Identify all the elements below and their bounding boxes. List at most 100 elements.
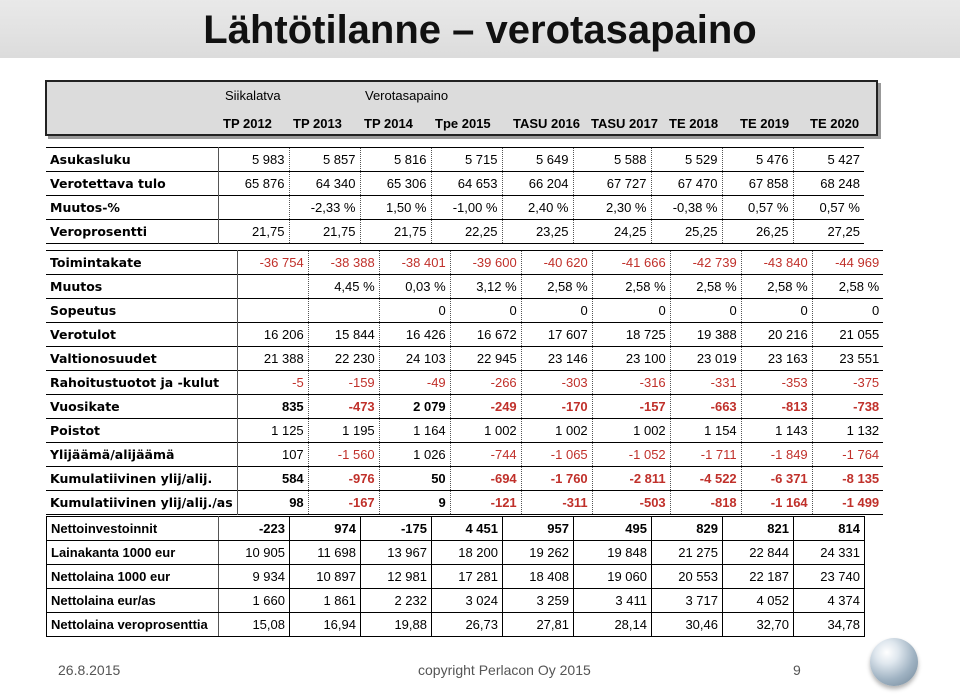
cell-value: 9 — [378, 490, 451, 515]
cell-value: 1 002 — [591, 418, 671, 443]
cell-value: 11 698 — [289, 540, 361, 565]
cell-value: -1 560 — [307, 442, 380, 467]
cell-value: -159 — [307, 370, 380, 395]
row-label: Poistot — [50, 423, 101, 438]
cell-value: 2,58 % — [669, 274, 742, 299]
cell-value: -1 711 — [669, 442, 742, 467]
cell-value: -249 — [449, 394, 522, 419]
cell-value: 4 451 — [431, 516, 503, 541]
cell-value: 5 476 — [721, 147, 793, 172]
cell-value: 27,81 — [502, 612, 574, 637]
table-header: Siikalatva Verotasapaino TP 2012 TP 2013… — [45, 80, 878, 136]
cell-value: 2,40 % — [501, 195, 573, 220]
cell-value: 18 725 — [591, 322, 671, 347]
cell-value: 495 — [573, 516, 652, 541]
footer-page-number: 9 — [793, 662, 801, 678]
row-label: Nettolaina eur/as — [46, 588, 219, 613]
row-label: Veroprosentti — [50, 224, 147, 239]
cell-value: 22,25 — [430, 219, 502, 244]
cell-value: -331 — [669, 370, 742, 395]
cell-value: 20 216 — [740, 322, 813, 347]
table-row: Poistot 1 125 1 195 1 164 1 002 1 002 1 002 1 1… — [46, 418, 884, 443]
row-label: Asukasluku — [50, 152, 131, 167]
cell-value: 15 844 — [307, 322, 380, 347]
cell-value: 1 132 — [811, 418, 884, 443]
cell-value: 12 981 — [360, 564, 432, 589]
cell-value: 22 844 — [722, 540, 794, 565]
cell-value: 17 607 — [520, 322, 593, 347]
cell-value: -8 135 — [811, 466, 884, 491]
cell-value: 1 195 — [307, 418, 380, 443]
cell-value: 28,14 — [573, 612, 652, 637]
cell-value: 1 125 — [236, 418, 309, 443]
cell-value: 18 408 — [502, 564, 574, 589]
cell-value: -36 754 — [236, 250, 309, 275]
year-header: TP 2012 — [223, 116, 272, 131]
cell-value: 24 331 — [793, 540, 865, 565]
year-header: TASU 2017 — [591, 116, 658, 131]
cell-value: 18 200 — [431, 540, 503, 565]
cell-value: 50 — [378, 466, 451, 491]
cell-value: -1 164 — [740, 490, 813, 515]
row-label: Toimintakate — [50, 255, 142, 270]
cell-value: 23 019 — [669, 346, 742, 371]
table-row: Verotettava tulo 65 876 64 340 65 306 64 653… — [46, 171, 864, 196]
year-header: TP 2013 — [293, 116, 342, 131]
cell-value: 1 861 — [289, 588, 361, 613]
cell-value: 2 079 — [378, 394, 451, 419]
cell-value: 3 717 — [651, 588, 723, 613]
cell-value: -1 764 — [811, 442, 884, 467]
cell-value: -2 811 — [591, 466, 671, 491]
year-header: TASU 2016 — [513, 116, 580, 131]
cell-value: 5 816 — [359, 147, 431, 172]
cell-value: 21 388 — [236, 346, 309, 371]
cell-value: 23,25 — [501, 219, 573, 244]
cell-value: 0,57 % — [792, 195, 864, 220]
cell-value: -121 — [449, 490, 522, 515]
cell-value: 3 411 — [573, 588, 652, 613]
row-label: Sopeutus — [50, 303, 117, 318]
cell-value: 19,88 — [360, 612, 432, 637]
cell-value: -353 — [740, 370, 813, 395]
row-label: Rahoitustuotot ja -kulut — [50, 375, 220, 390]
cell-value: 4 052 — [722, 588, 794, 613]
cell-value: -44 969 — [811, 250, 884, 275]
cell-value: 2,30 % — [572, 195, 651, 220]
year-header: TE 2019 — [740, 116, 790, 131]
cell-value: 1 660 — [218, 588, 290, 613]
cell-value: -744 — [449, 442, 522, 467]
cell-value: 10 897 — [289, 564, 361, 589]
table-row: Valtionosuudet 21 388 22 230 24 103 22 945 23… — [46, 346, 884, 371]
row-label: Valtionosuudet — [50, 351, 157, 366]
cell-value: -663 — [669, 394, 742, 419]
cell-value: 21,75 — [288, 219, 360, 244]
cell-value: -4 522 — [669, 466, 742, 491]
table-row: Kumulatiivinen ylij/alij./as 98 -167 9 -121-… — [46, 490, 884, 515]
table-row: Lainakanta 1000 eur 10 905 11 698 13 967 18 … — [46, 540, 865, 565]
cell-value: 1 154 — [669, 418, 742, 443]
year-header: TE 2018 — [669, 116, 719, 131]
table-row: Sopeutus 0 0 0 0 0 0 0 — [46, 298, 884, 323]
table-row: Nettoinvestoinnit -223 974 -175 4 451 957 495 8… — [46, 516, 865, 541]
page-title: Lähtötilanne – verotasapaino — [203, 8, 757, 52]
row-label: Muutos-% — [50, 200, 120, 215]
cell-value: 30,46 — [651, 612, 723, 637]
cell-value: 0 — [449, 298, 522, 323]
cell-value: -813 — [740, 394, 813, 419]
cell-value: -5 — [236, 370, 309, 395]
cell-value: 1 143 — [740, 418, 813, 443]
cell-value: 23 146 — [520, 346, 593, 371]
table-row: Veroprosentti 21,75 21,75 21,75 22,25 23,25 24… — [46, 219, 864, 244]
cell-value: 2,58 % — [811, 274, 884, 299]
cell-value: -1,00 % — [430, 195, 502, 220]
population-tax-table: Asukasluku 5 983 5 857 5 816 5 715 5 649 5 588… — [46, 147, 864, 244]
cell-value: -0,38 % — [650, 195, 722, 220]
cell-value: 64 340 — [288, 171, 360, 196]
cell-value: 0 — [591, 298, 671, 323]
cell-value: -311 — [520, 490, 593, 515]
table-row: Asukasluku 5 983 5 857 5 816 5 715 5 649 5 588… — [46, 147, 864, 172]
cell-value: 24,25 — [572, 219, 651, 244]
cell-value: 32,70 — [722, 612, 794, 637]
year-header: TP 2014 — [364, 116, 413, 131]
cell-value: 26,25 — [721, 219, 793, 244]
